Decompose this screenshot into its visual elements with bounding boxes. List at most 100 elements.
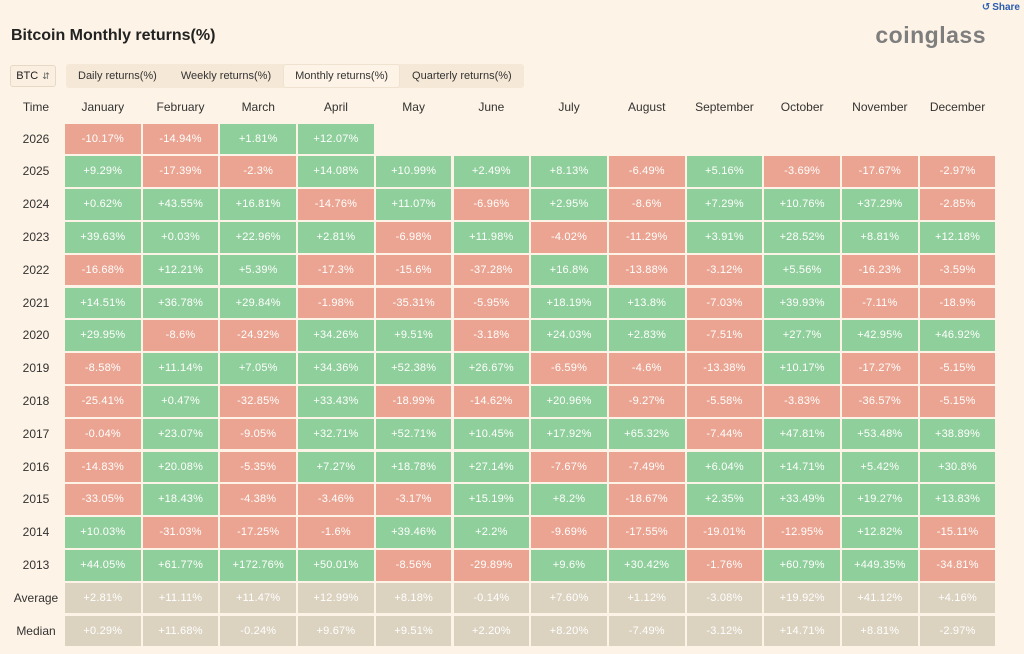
return-cell-2016-november: +5.42%	[842, 451, 918, 483]
return-cell-2018-february: +0.47%	[142, 385, 219, 417]
column-header-august: August	[628, 100, 666, 114]
row-label-2018: 2018	[22, 393, 50, 408]
return-cell-2023-november: +8.81%	[842, 221, 918, 253]
column-header-december: December	[929, 100, 986, 114]
return-cell-average-july: +7.60%	[531, 582, 607, 614]
return-cell-average-november: +41.12%	[842, 582, 918, 614]
return-cell-average-august: +1.12%	[608, 582, 685, 614]
return-cell-2023-april: +2.81%	[298, 221, 374, 253]
return-cell-2017-november: +53.48%	[842, 418, 918, 450]
row-label-2023: 2023	[22, 229, 50, 244]
row-label-2019: 2019	[22, 361, 50, 376]
tab-monthly-returns[interactable]: Monthly returns(%)	[283, 64, 401, 88]
share-label: Share	[992, 2, 1020, 13]
return-cell-2016-april: +7.27%	[298, 451, 374, 483]
return-cell-median-april: +9.67%	[298, 615, 374, 647]
tab-daily-returns[interactable]: Daily returns(%)	[78, 70, 157, 82]
return-cell-2022-august: -13.88%	[608, 254, 685, 286]
return-cell-2013-june: -29.89%	[453, 549, 530, 581]
column-header-july: July	[558, 100, 580, 114]
return-cell-2013-october: +60.79%	[764, 549, 840, 581]
return-cell-2014-february: -31.03%	[142, 517, 219, 548]
row-label-2020: 2020	[22, 328, 50, 343]
row-label-2024: 2024	[22, 197, 50, 212]
return-cell-2019-august: -4.6%	[608, 353, 685, 384]
return-cell-2013-september: -1.76%	[686, 549, 763, 581]
return-cell-2013-december: -34.81%	[919, 549, 996, 581]
return-cell-2015-april: -3.46%	[298, 484, 374, 516]
return-cell-2019-march: +7.05%	[220, 353, 297, 384]
row-label-2016: 2016	[22, 459, 50, 474]
return-cell-2018-november: -36.57%	[842, 385, 918, 417]
row-label-2015: 2015	[22, 492, 50, 507]
return-cell-2019-february: +11.14%	[142, 353, 219, 384]
return-cell-2023-january: +39.63%	[65, 221, 141, 253]
return-cell-2019-january: -8.58%	[65, 353, 141, 384]
return-cell-2019-october: +10.17%	[764, 353, 840, 384]
return-cell-2021-may: -35.31%	[375, 287, 452, 319]
return-cell-median-august: -7.49%	[608, 615, 685, 647]
return-cell-2014-april: -1.6%	[298, 517, 374, 548]
return-cell-2017-june: +10.45%	[453, 418, 530, 450]
return-cell-median-october: +14.71%	[764, 615, 840, 647]
return-cell-2024-october: +10.76%	[764, 189, 840, 220]
return-cell-2026-february: -14.94%	[142, 123, 219, 155]
return-cell-2020-january: +29.95%	[65, 320, 141, 352]
tab-weekly-returns[interactable]: Weekly returns(%)	[180, 70, 272, 82]
return-cell-2016-october: +14.71%	[764, 451, 840, 483]
return-cell-2018-august: -9.27%	[608, 385, 685, 417]
return-cell-2017-december: +38.89%	[919, 418, 996, 450]
return-cell-2023-february: +0.03%	[142, 221, 219, 253]
return-cell-2022-april: -17.3%	[298, 254, 374, 286]
return-cell-2020-february: -8.6%	[142, 320, 219, 352]
column-header-february: February	[156, 100, 205, 114]
return-cell-2016-july: -7.67%	[531, 451, 607, 483]
return-cell-median-september: -3.12%	[686, 615, 763, 647]
return-cell-2022-november: -16.23%	[842, 254, 918, 286]
row-label-2014: 2014	[22, 525, 50, 540]
return-cell-2024-may: +11.07%	[375, 189, 452, 220]
return-cell-2020-november: +42.95%	[842, 320, 918, 352]
column-header-june: June	[478, 100, 505, 114]
return-cell-2023-july: -4.02%	[531, 221, 607, 253]
return-cell-median-january: +0.29%	[65, 615, 141, 647]
return-cell-2015-november: +19.27%	[842, 484, 918, 516]
corner-label-time: Time	[22, 100, 50, 114]
return-cell-median-november: +8.81%	[842, 615, 918, 647]
return-cell-2021-september: -7.03%	[686, 287, 763, 319]
return-cell-2020-august: +2.83%	[608, 320, 685, 352]
return-cell-2021-july: +18.19%	[531, 287, 607, 319]
return-cell-2014-august: -17.55%	[608, 517, 685, 548]
share-icon: ↺	[981, 2, 991, 13]
row-label-2017: 2017	[22, 426, 50, 441]
return-cell-median-july: +8.20%	[531, 615, 607, 647]
return-cell-2025-december: -2.97%	[919, 156, 996, 188]
return-cell-2021-february: +36.78%	[142, 287, 219, 319]
return-cell-2019-december: -5.15%	[919, 353, 996, 384]
return-cell-2017-july: +17.92%	[531, 418, 607, 450]
share-button[interactable]: ↺ Share	[982, 2, 1020, 13]
return-cell-2015-may: -3.17%	[375, 484, 452, 516]
return-cell-2018-july: +20.96%	[531, 385, 607, 417]
return-cell-2024-april: -14.76%	[298, 189, 374, 220]
return-cell-2024-november: +37.29%	[842, 189, 918, 220]
tab-quarterly-returns[interactable]: Quarterly returns(%)	[412, 70, 512, 82]
return-cell-2016-february: +20.08%	[142, 451, 219, 483]
return-cell-2018-october: -3.83%	[764, 385, 840, 417]
return-cell-2015-september: +2.35%	[686, 484, 763, 516]
return-cell-median-december: -2.97%	[919, 615, 996, 647]
return-cell-2025-january: +9.29%	[65, 156, 141, 188]
coin-select[interactable]: BTC ⇵	[10, 65, 56, 87]
return-cell-2025-february: -17.39%	[142, 156, 219, 188]
return-cell-average-march: +11.47%	[220, 582, 297, 614]
return-cell-2026-april: +12.07%	[298, 123, 374, 155]
column-header-march: March	[241, 100, 275, 114]
return-cell-2022-december: -3.59%	[919, 254, 996, 286]
return-cell-2020-june: -3.18%	[453, 320, 530, 352]
return-cell-2022-march: +5.39%	[220, 254, 297, 286]
return-cell-2023-june: +11.98%	[453, 221, 530, 253]
return-cell-2018-january: -25.41%	[65, 385, 141, 417]
return-cell-2024-march: +16.81%	[220, 189, 297, 220]
return-cell-2017-august: +65.32%	[608, 418, 685, 450]
return-cell-2018-may: -18.99%	[375, 385, 452, 417]
